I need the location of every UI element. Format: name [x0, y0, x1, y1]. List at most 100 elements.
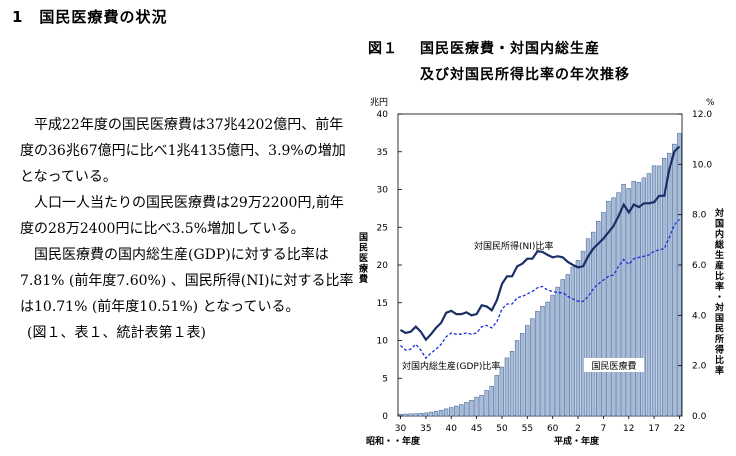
left-tick-label: 15 — [377, 299, 388, 309]
bar-H3 — [580, 250, 586, 417]
bar-H5 — [590, 231, 596, 417]
x-tick-label: 2 — [575, 424, 581, 434]
bar-S59 — [545, 301, 550, 417]
figure-title: 図１ 国民医療費・対国内総生産 及び対国民所得比率の年次推移 — [368, 36, 630, 88]
bar-S45 — [474, 396, 479, 417]
bar-S34 — [418, 413, 423, 417]
x-tick-label: 22 — [674, 424, 685, 434]
bar-S63 — [565, 274, 570, 417]
bar-S38 — [438, 410, 444, 417]
right-tick-label: 10.0 — [692, 160, 712, 170]
bar-S37 — [433, 411, 439, 417]
bar-S51 — [504, 357, 510, 417]
bar-S31 — [403, 413, 408, 417]
left-unit: 兆円 — [370, 97, 388, 108]
left-tick-label: 30 — [377, 186, 389, 196]
bar-series — [398, 133, 682, 417]
x-tick-label: 50 — [496, 424, 508, 434]
bar-H15 — [641, 177, 647, 417]
right-tick-label: 12.0 — [692, 110, 712, 120]
left-tick-label: 10 — [377, 337, 389, 347]
bar-S55 — [525, 325, 530, 417]
bar-S36 — [428, 411, 434, 417]
bar-H11 — [621, 183, 626, 417]
left-tick-label: 0 — [382, 412, 388, 422]
bar-H16 — [646, 173, 652, 417]
bar-S46 — [479, 394, 484, 417]
bar-S60 — [550, 294, 555, 417]
bar-S42 — [459, 404, 464, 417]
figure-title-line1: 国民医療費・対国内総生産 — [420, 41, 600, 57]
x-tick-label: 35 — [420, 424, 431, 434]
x-tick-label: 17 — [648, 424, 659, 434]
bar-S50 — [499, 366, 505, 417]
right-axis-label: 対国内総生産比率・対国民所得比率 — [714, 207, 724, 377]
x-tick-label: 40 — [446, 424, 458, 434]
right-tick-label: 2.0 — [692, 362, 707, 372]
bar-H18 — [656, 165, 662, 417]
paragraph-cost: 平成22年度の国民医療費は37兆4202億円、前年度の36兆67億円に比べ1兆4… — [20, 117, 346, 185]
bar-S57 — [535, 311, 540, 417]
bar-S32 — [408, 413, 413, 417]
paragraph-per-capita: 人口一人当たりの国民医療費は29万2200円,前年度の28万2400円に比べ3.… — [20, 195, 344, 237]
bar-H21 — [672, 143, 677, 417]
x-tick-label: 30 — [395, 424, 407, 434]
left-tick-label: 35 — [377, 148, 388, 158]
bar-S54 — [519, 333, 525, 417]
bar-S49 — [494, 375, 499, 417]
bar-H22 — [677, 133, 682, 417]
left-axis-label: 国民医療費 — [359, 232, 368, 285]
left-tick-label: 25 — [377, 223, 388, 233]
x-tick-label: 60 — [547, 424, 559, 434]
gdp-series-label: 対国内総生産(GDP)比率 — [402, 360, 500, 372]
left-tick-label: 20 — [377, 261, 389, 271]
bar-S61 — [555, 286, 560, 417]
bar-H19 — [661, 157, 667, 417]
ni-series-label: 対国民所得(NI)比率 — [474, 240, 553, 252]
bar-H13 — [631, 180, 636, 417]
bar-S62 — [560, 279, 565, 417]
figure-title-line2: 及び対国民所得比率の年次推移 — [420, 67, 630, 83]
bar-S56 — [530, 318, 535, 417]
bar-H2 — [575, 260, 581, 417]
x-tick-label: 12 — [623, 424, 634, 434]
figure-reference: (図１、表１、統計表第１表) — [27, 325, 206, 341]
right-unit: % — [706, 98, 715, 108]
medical-expense-chart: 兆円 % 0 5 10 15 20 25 30 35 40 0.0 2.0 4.0 6.0 8.0 10.0… — [359, 97, 724, 447]
x-tick-label: 45 — [471, 424, 482, 434]
bar-S58 — [540, 305, 545, 417]
bar-S43 — [464, 402, 469, 417]
body-text: 平成22年度の国民医療費は37兆4202億円、前年度の36兆67億円に比べ1兆4… — [20, 112, 355, 346]
right-tick-label: 6.0 — [692, 261, 707, 271]
right-tick-label: 4.0 — [692, 311, 707, 321]
bar-H6 — [596, 221, 601, 417]
bar-S39 — [443, 408, 449, 417]
right-tick-label: 8.0 — [692, 211, 707, 221]
bar-H14 — [636, 182, 641, 417]
x-tick-label: 7 — [601, 424, 607, 434]
line-series — [399, 145, 681, 360]
figure-number: 図１ — [368, 41, 398, 57]
bar-S33 — [413, 413, 418, 417]
bar-S41 — [454, 405, 459, 417]
ni-ratio-line — [399, 145, 681, 342]
bar-S44 — [469, 400, 474, 417]
x-label-showa: 昭和・・年度 — [366, 435, 421, 447]
bar-S52 — [509, 351, 515, 417]
bar-S47 — [484, 390, 489, 417]
bar-H7 — [601, 212, 606, 417]
x-tick-label: 55 — [522, 424, 533, 434]
bar-label-box — [584, 358, 644, 372]
bar-S48 — [489, 385, 494, 417]
gdp-ratio-line — [400, 218, 680, 360]
right-tick-label: 0.0 — [692, 412, 707, 422]
bar-H8 — [606, 200, 611, 417]
x-label-heisei: 平成・年度 — [554, 435, 600, 447]
bar-H10 — [616, 192, 621, 417]
bar-series-label: 国民医療費 — [591, 360, 636, 372]
bar-H9 — [611, 197, 616, 417]
bar-H12 — [626, 188, 631, 417]
left-tick-label: 40 — [377, 110, 389, 120]
bar-H20 — [667, 152, 672, 417]
bar-H1 — [570, 266, 576, 417]
